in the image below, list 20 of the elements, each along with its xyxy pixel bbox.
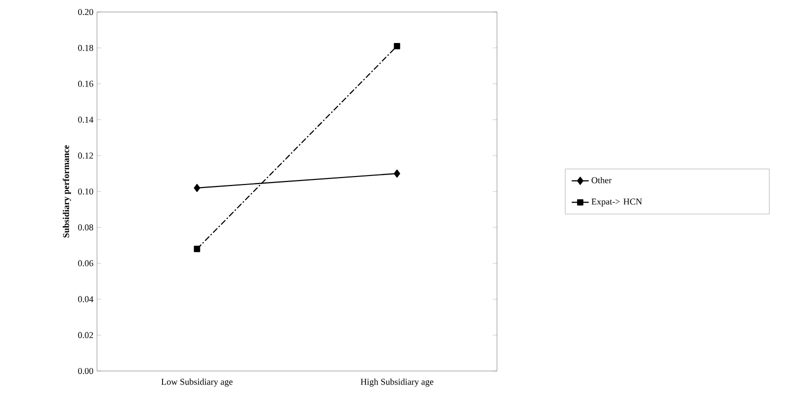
- x-tick-label: Low Subsidiary age: [161, 378, 233, 387]
- y-axis-title: Subsidiary performance: [62, 145, 71, 238]
- legend-label: Other: [592, 176, 612, 184]
- y-tick-label: 0.08: [78, 224, 94, 230]
- y-tick-label: 0.16: [78, 80, 94, 87]
- y-tick-label: 0.10: [78, 188, 94, 195]
- point: [194, 184, 200, 192]
- y-tick-label: 0.14: [78, 116, 94, 123]
- y-tick-label: 0.02: [78, 332, 93, 338]
- point: [194, 246, 200, 252]
- point: [394, 42, 400, 50]
- y-tick-label: 0.20: [78, 8, 94, 16]
- legend-label: Expat-> HCN: [592, 198, 642, 206]
- y-tick-label: 0.12: [78, 152, 93, 159]
- y-tick-label: 0.06: [78, 260, 94, 266]
- y-tick-label: 0.18: [78, 44, 94, 51]
- x-tick-label: High Subsidiary age: [360, 378, 434, 387]
- y-tick-label: 0.04: [78, 296, 94, 302]
- y-tick-label: 0.00: [78, 368, 94, 374]
- point: [394, 170, 400, 178]
